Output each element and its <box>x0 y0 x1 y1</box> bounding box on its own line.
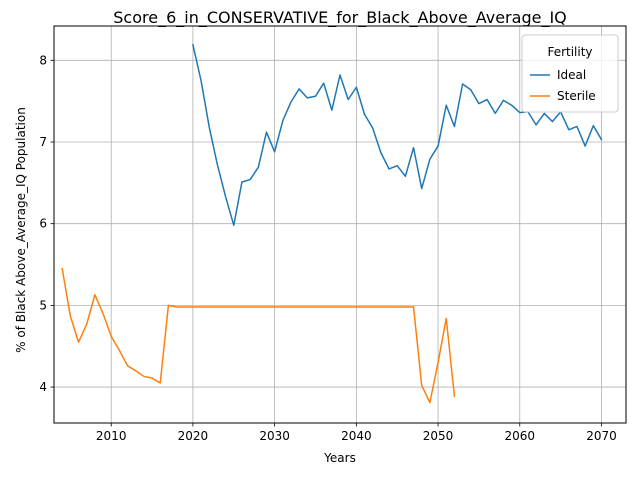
legend: Fertility Ideal Sterile <box>521 34 619 113</box>
x-tick-label: 2010 <box>96 429 127 443</box>
y-tick-label: 8 <box>39 53 47 67</box>
y-tick-label: 6 <box>39 217 47 231</box>
series-line-sterile <box>61 267 456 404</box>
x-tick-label: 2040 <box>341 429 372 443</box>
x-tick-label: 2030 <box>259 429 290 443</box>
x-tick-label: 2050 <box>423 429 454 443</box>
legend-box <box>521 34 619 113</box>
legend-items: Ideal Sterile <box>530 68 596 103</box>
y-tick-label: 5 <box>39 298 47 312</box>
legend-label-sterile: Sterile <box>557 89 596 103</box>
x-tick-label: 2070 <box>586 429 617 443</box>
legend-label-ideal: Ideal <box>557 68 586 82</box>
x-axis-label: Years <box>323 451 356 465</box>
series-lines <box>61 43 603 404</box>
x-tick-label: 2020 <box>178 429 209 443</box>
y-tick-label: 4 <box>39 380 47 394</box>
y-axis-label: % of Black Above_Average_IQ Population <box>14 107 28 353</box>
grid <box>54 26 626 423</box>
x-tick-label: 2060 <box>504 429 535 443</box>
chart-title: Score_6_in_CONSERVATIVE_for_Black_Above_… <box>113 8 567 28</box>
series-line-ideal <box>192 43 603 227</box>
legend-title: Fertility <box>547 45 592 59</box>
axis-ticks: 2010 2020 2030 2040 2050 2060 2070 4 5 6 7 8 <box>39 53 616 443</box>
plot-frame <box>53 25 627 424</box>
y-tick-label: 7 <box>39 135 47 149</box>
